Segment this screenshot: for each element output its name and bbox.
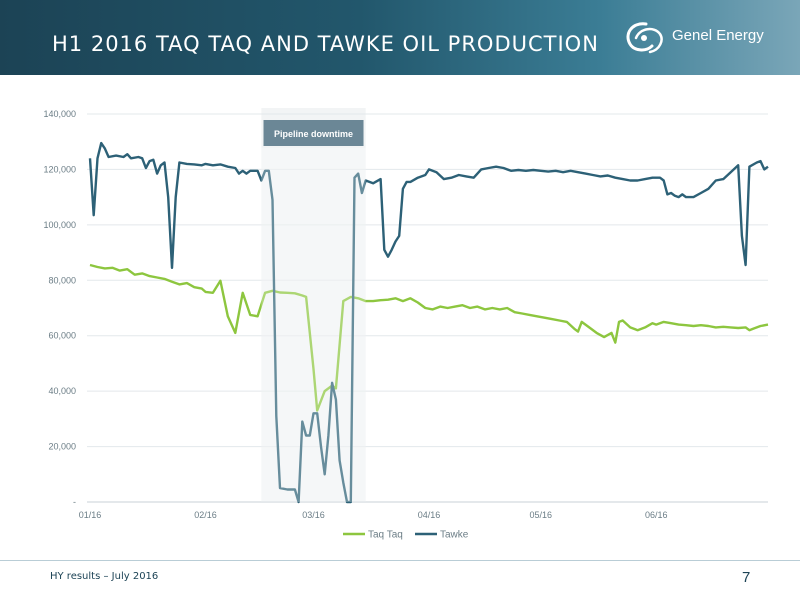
footer-divider [0,560,800,561]
y-tick-label: 60,000 [48,331,76,341]
y-tick-label: 100,000 [43,220,76,230]
x-tick-label: 02/16 [194,510,217,520]
slide-header: H1 2016 TAQ TAQ AND TAWKE OIL PRODUCTION… [0,0,800,75]
y-tick-label: 20,000 [48,442,76,452]
downtime-overlay [261,148,366,502]
y-tick-label: - [73,497,76,507]
tawke-line [88,141,769,504]
legend-taq-taq-label: Taq Taq [368,530,403,541]
genel-swirl-icon [626,22,663,54]
downtime-label-box [263,120,364,146]
production-chart: - 20,000 40,000 60,000 80,000 100,000 120,000 1… [43,108,769,541]
y-tick-label: 120,000 [43,164,76,174]
company-logo: Genel Energy [620,18,780,58]
y-tick-label: 80,000 [48,275,76,285]
y-tick-label: 40,000 [48,386,76,396]
legend-tawke-label: Tawke [440,530,469,541]
x-tick-label: 04/16 [418,510,441,520]
downtime-label: Pipeline downtime [274,129,353,139]
x-tick-label: 05/16 [529,510,552,520]
footer-text: HY results – July 2016 [50,571,159,582]
x-tick-label: 06/16 [645,510,668,520]
y-tick-label: 140,000 [43,109,76,119]
x-tick-label: 01/16 [79,510,102,520]
slide-title: H1 2016 TAQ TAQ AND TAWKE OIL PRODUCTION [52,32,599,56]
x-tick-label: 03/16 [302,510,325,520]
page-number: 7 [742,569,751,586]
taq-taq-line [89,263,769,412]
downtime-band [261,108,366,502]
logo-text: Genel Energy [672,27,764,44]
